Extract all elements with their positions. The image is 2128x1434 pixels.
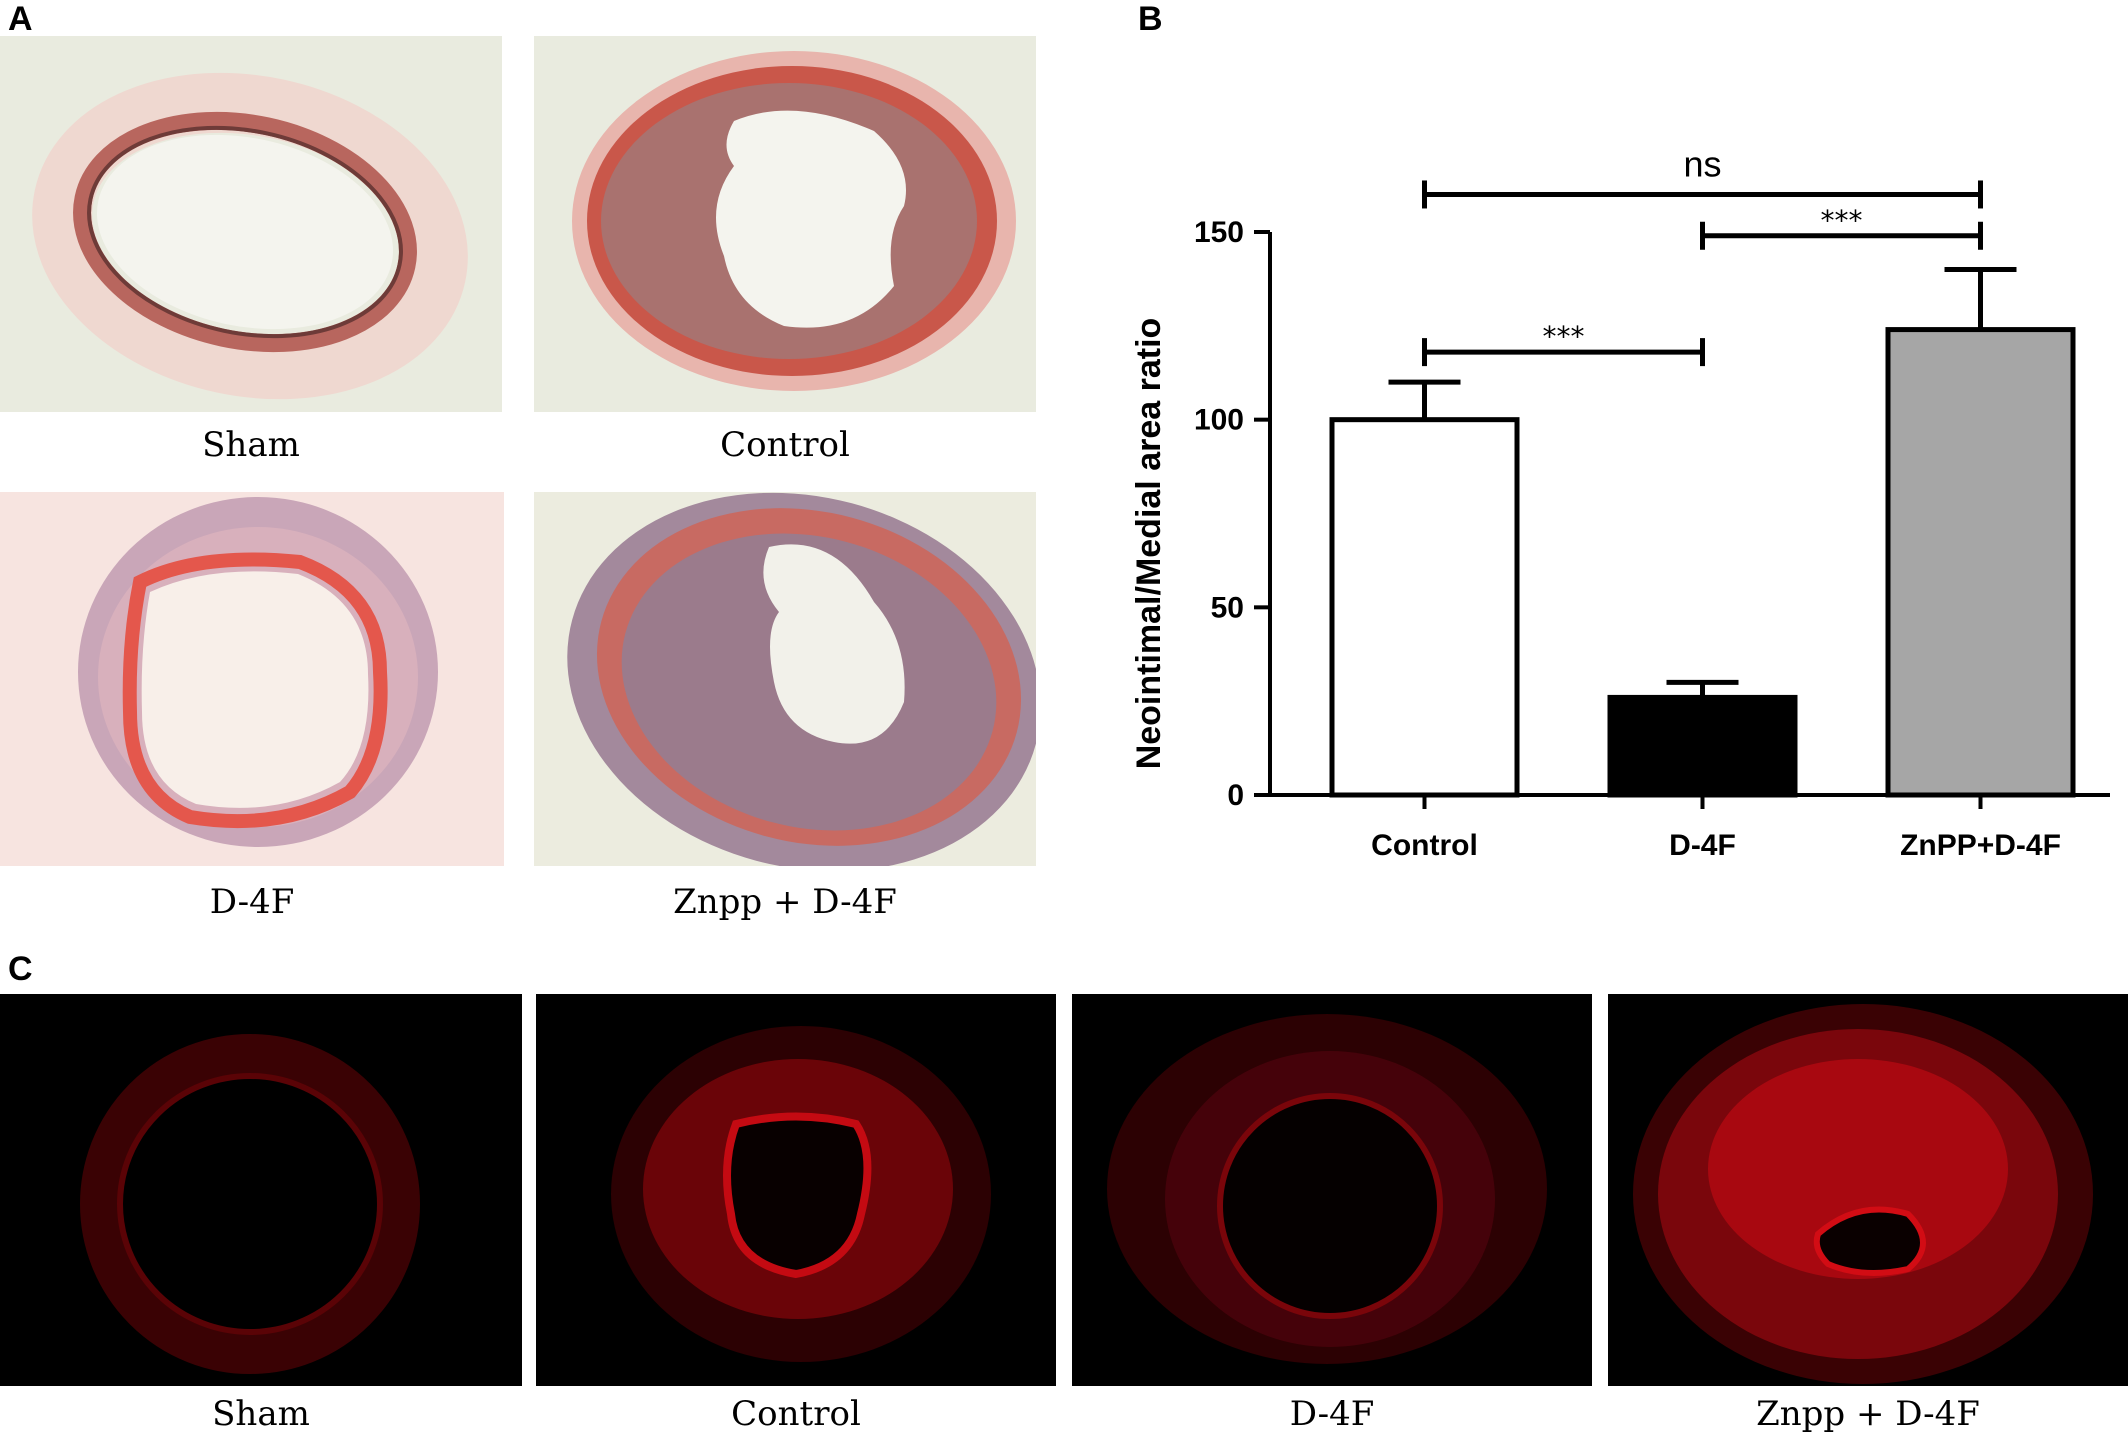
x-tick-label-1: D-4F (1669, 829, 1736, 862)
caption-c-control: Control (731, 1394, 861, 1434)
caption-a-znpp-d4f: Znpp + D-4F (673, 882, 897, 922)
x-tick-label-0: Control (1371, 829, 1478, 862)
fluorescence-image-sham (0, 994, 522, 1386)
sig-label-1: *** (1821, 204, 1863, 237)
sig-label-2: ns (1683, 143, 1721, 184)
bar-2 (1885, 327, 2076, 798)
bar-1 (1607, 694, 1798, 798)
histology-image-sham (0, 36, 502, 412)
y-tick-label: 0 (1227, 779, 1244, 812)
bar-chart: 0 50 100 150 Neointimal/Medial area ratio Con… (1130, 143, 2110, 862)
caption-a-sham: Sham (202, 425, 300, 465)
sig-label-0: *** (1543, 320, 1585, 353)
fluorescence-image-d4f (1072, 994, 1592, 1386)
panel-letter-a: A (8, 0, 33, 38)
fluorescence-image-control (536, 994, 1056, 1386)
caption-c-znpp-d4f: Znpp + D-4F (1756, 1394, 1980, 1434)
y-tick-label: 50 (1211, 591, 1244, 624)
histology-image-d4f (0, 492, 504, 866)
x-tick-label-2: ZnPP+D-4F (1900, 829, 2061, 862)
histology-image-control (534, 36, 1036, 412)
fluorescence-image-znpp-d4f (1608, 994, 2128, 1386)
caption-c-sham: Sham (212, 1394, 310, 1434)
panel-letter-c: C (8, 950, 33, 988)
caption-c-d4f: D-4F (1289, 1394, 1375, 1434)
histology-image-znpp-d4f (534, 492, 1036, 866)
caption-a-d4f: D-4F (209, 882, 295, 922)
panel-letter-b: B (1138, 0, 1163, 38)
y-tick-label: 150 (1194, 216, 1244, 249)
caption-a-control: Control (720, 425, 850, 465)
y-tick-label: 100 (1194, 404, 1244, 437)
bar-0 (1329, 417, 1520, 798)
y-axis-label: Neointimal/Medial area ratio (1130, 318, 1168, 770)
